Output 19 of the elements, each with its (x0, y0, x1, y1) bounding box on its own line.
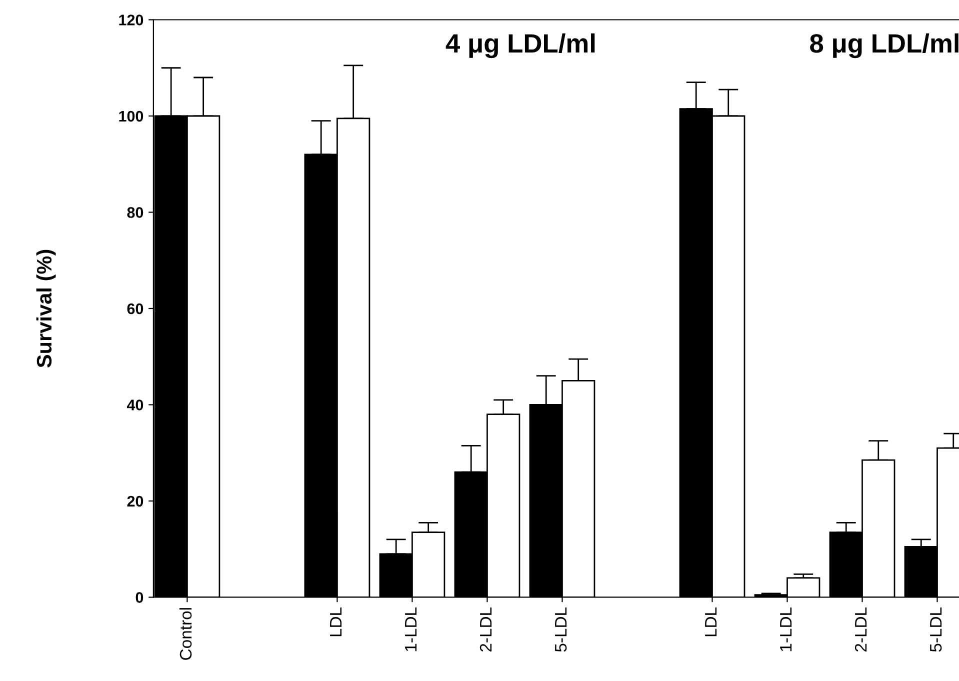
x-tick-label: 1-LDL (780, 608, 792, 652)
y-tick-label: 60 (127, 303, 144, 314)
y-tick-label: 0 (136, 592, 144, 603)
y-tick-label: 120 (119, 14, 144, 26)
y-axis-title: Survival (%) (36, 250, 56, 368)
annotation: 8 μg LDL/ml (810, 33, 958, 58)
x-tick-label: LDL (705, 608, 717, 636)
y-tick-label: 20 (127, 496, 144, 507)
annotation: 4 μg LDL/ml (446, 33, 595, 58)
y-tick-label: 100 (119, 110, 144, 122)
x-tick-label: 2-LDL (480, 608, 492, 652)
y-tick-label: 80 (127, 207, 144, 218)
x-tick-label: 2-LDL (854, 608, 867, 652)
x-tick-label: 5-LDL (555, 608, 567, 652)
y-tick-label: 40 (126, 400, 144, 410)
x-tick-label: LDL (330, 608, 342, 636)
x-tick-label: Control (179, 608, 192, 660)
x-tick-label: 5-LDL (930, 608, 942, 652)
x-tick-label: 1-LDL (405, 608, 417, 652)
